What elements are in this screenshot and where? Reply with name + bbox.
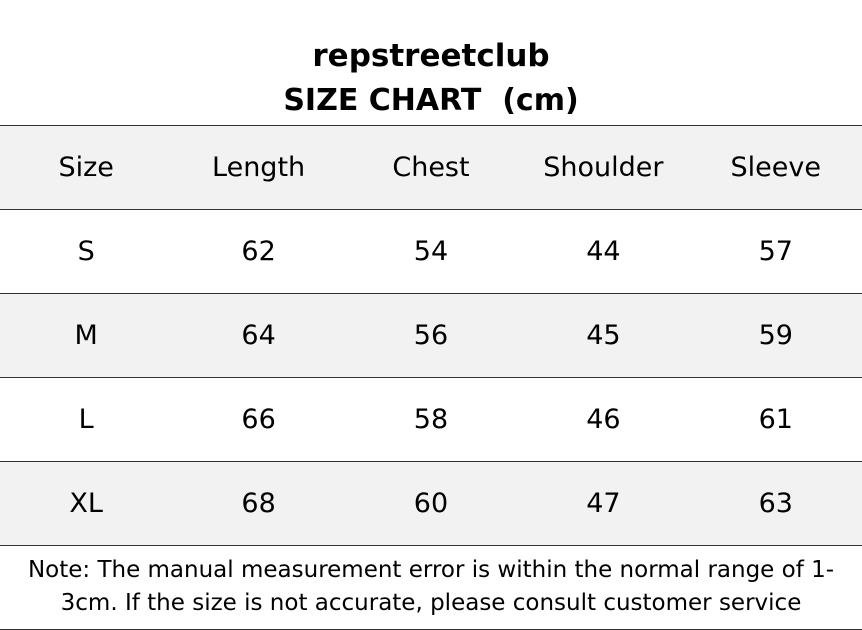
table-cell: 60 bbox=[344, 461, 518, 545]
table-cell: 54 bbox=[344, 209, 518, 294]
column-header: Shoulder bbox=[517, 125, 690, 210]
column-header: Size bbox=[0, 125, 173, 210]
table-cell: 58 bbox=[344, 377, 518, 462]
column-header: Chest bbox=[344, 125, 518, 210]
column-header: Sleeve bbox=[689, 125, 862, 210]
table-cell: L bbox=[0, 377, 173, 462]
table-row: L 66 58 46 61 bbox=[0, 377, 862, 462]
table-cell: 64 bbox=[172, 293, 345, 378]
table-cell: 45 bbox=[517, 293, 690, 378]
title: repstreetclub bbox=[312, 38, 550, 74]
table-cell: 62 bbox=[172, 209, 345, 294]
table-cell: 47 bbox=[517, 461, 690, 545]
table-cell: 63 bbox=[689, 461, 862, 545]
table-cell: 57 bbox=[689, 209, 862, 294]
table-cell: 66 bbox=[172, 377, 345, 462]
size-table: Size Length Chest Shoulder Sleeve S 62 54 4… bbox=[0, 125, 862, 545]
note: Note: The manual measurement error is wi… bbox=[0, 545, 862, 630]
table-cell: 46 bbox=[517, 377, 690, 462]
table-row: M 64 56 45 59 bbox=[0, 293, 862, 378]
table-row: S 62 54 44 57 bbox=[0, 209, 862, 294]
header-row: Size Length Chest Shoulder Sleeve bbox=[0, 125, 862, 210]
table-cell: 44 bbox=[517, 209, 690, 294]
column-header: Length bbox=[172, 125, 345, 210]
table-row: XL 68 60 47 63 bbox=[0, 461, 862, 545]
table-cell: XL bbox=[0, 461, 173, 545]
subtitle: SIZE CHART (cm) bbox=[283, 83, 579, 118]
table-cell: 56 bbox=[344, 293, 518, 378]
header: repstreetclub SIZE CHART (cm) bbox=[0, 0, 862, 125]
table-cell: 61 bbox=[689, 377, 862, 462]
table-cell: 68 bbox=[172, 461, 345, 545]
table-cell: M bbox=[0, 293, 173, 378]
table-cell: S bbox=[0, 209, 173, 294]
table-cell: 59 bbox=[689, 293, 862, 378]
